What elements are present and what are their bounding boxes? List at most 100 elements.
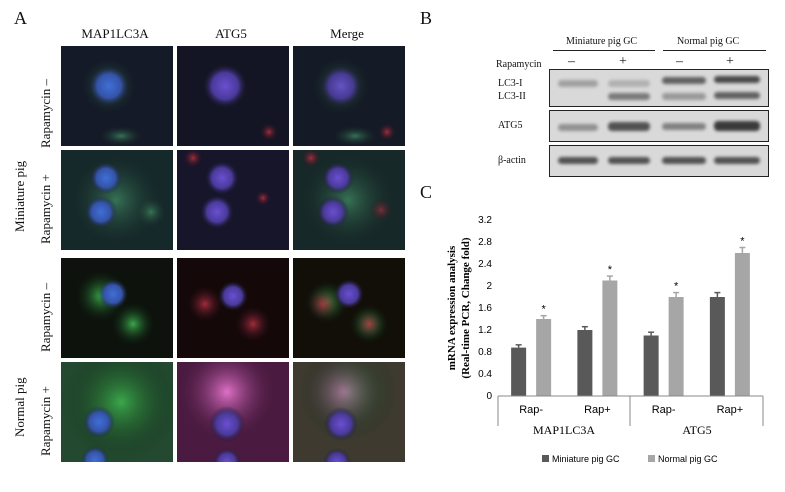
y-ticks: 0 0.4 0.8 1.2 1.6 2 2.4 2.8 3.2: [478, 215, 492, 402]
band-atg5-3: [662, 123, 706, 130]
micrograph-normal-minus-lc3: [61, 258, 173, 358]
band-lc3ii-2: [608, 93, 650, 100]
micrograph-normal-plus-merge: [293, 362, 405, 462]
group-label-map1lc3a: MAP1LC3A: [533, 423, 595, 437]
micrograph-mini-minus-lc3: [61, 46, 173, 146]
y-tick-label: 2.4: [478, 259, 492, 270]
row-label-normal-rap-minus: Rapamycin –: [38, 283, 53, 352]
wb-strip-beta-actin: [549, 145, 769, 177]
micrograph-mini-minus-atg5: [177, 46, 289, 146]
x-tick-label: Rap-: [652, 404, 676, 416]
wb-sign-3: –: [676, 54, 683, 69]
bar: [668, 297, 684, 396]
band-lc3ii-3: [662, 93, 706, 100]
y-tick-label: 0.4: [478, 369, 492, 380]
micrograph-mini-plus-atg5: [177, 150, 289, 250]
x-tick-label: Rap+: [717, 404, 744, 416]
micrograph-normal-minus-merge-image: [305, 279, 389, 344]
panel-a-letter: A: [14, 8, 27, 28]
micrograph-mini-minus-merge: [293, 46, 405, 146]
bar-chart: mRNA expression analysis (Real-time PCR,…: [446, 215, 764, 464]
group-label-atg5: ATG5: [682, 423, 711, 437]
micrograph-normal-plus-lc3-image: [61, 362, 173, 462]
micrograph-normal-plus-atg5: [177, 362, 289, 462]
legend-swatch-normal: [648, 455, 655, 462]
y-axis-label-line2: (Real-time PCR, Change fold): [460, 237, 472, 378]
column-header-map1lc3a: MAP1LC3A: [81, 26, 149, 41]
micrograph-mini-plus-merge-image: [300, 150, 396, 248]
bar: [511, 347, 527, 396]
bar: [602, 280, 618, 396]
column-header-atg5: ATG5: [215, 26, 247, 41]
x-tick-label: Rap-: [519, 404, 543, 416]
y-tick-label: 0: [486, 391, 492, 402]
micrograph-normal-plus-atg5-image: [177, 362, 277, 462]
wb-label-atg5: ATG5: [498, 120, 523, 131]
micrograph-normal-minus-atg5-image: [187, 281, 271, 342]
band-actin-4: [714, 157, 760, 164]
bar: [734, 253, 750, 396]
band-lc3i-1: [558, 80, 598, 87]
micrograph-mini-plus-lc3-image: [68, 152, 167, 248]
micrograph-normal-minus-merge: [293, 258, 405, 358]
significance-marker: *: [740, 236, 745, 248]
micrograph-mini-plus-atg5-image: [183, 150, 271, 229]
row-label-mini-rap-plus: Rapamycin +: [38, 174, 53, 244]
wb-group-line-normal: [663, 50, 766, 51]
micrograph-normal-minus-atg5: [177, 258, 289, 358]
significance-marker: *: [674, 281, 679, 293]
legend: Miniature pig GC Normal pig GC: [542, 454, 718, 464]
bar: [709, 297, 725, 396]
wb-sign-2: +: [619, 54, 627, 69]
wb-group-label-miniature: Miniature pig GC: [566, 36, 638, 47]
band-actin-2: [608, 157, 650, 164]
band-lc3i-3: [662, 77, 706, 84]
y-tick-label: 0.8: [478, 347, 492, 358]
wb-group-label-normal: Normal pig GC: [677, 36, 740, 47]
panel-c-letter: C: [420, 182, 433, 202]
wb-strip-lc3: [549, 69, 769, 107]
wb-label-beta-actin: β-actin: [498, 155, 526, 166]
band-actin-1: [558, 157, 598, 164]
y-tick-label: 1.6: [478, 303, 492, 314]
row-label-normal-rap-plus: Rapamycin +: [38, 386, 53, 456]
legend-label-miniature: Miniature pig GC: [552, 454, 620, 464]
micrograph-mini-plus-merge: [293, 150, 405, 250]
band-lc3i-4: [714, 76, 760, 83]
y-tick-label: 3.2: [478, 215, 492, 226]
y-tick-label: 2: [486, 281, 492, 292]
wb-group-line-miniature: [553, 50, 655, 51]
x-tick-label: Rap+: [584, 404, 611, 416]
micrograph-mini-minus-atg5-image: [203, 64, 278, 141]
wb-strip-atg5: [549, 110, 769, 142]
wb-label-lc3-i: LC3-I: [498, 78, 523, 89]
wb-treatment-label: Rapamycin: [496, 59, 542, 70]
micrograph-mini-minus-merge-image: [313, 58, 396, 146]
y-axis-label-line1: mRNA expression analysis: [446, 245, 458, 370]
wb-label-lc3-ii: LC3-II: [498, 91, 526, 102]
band-lc3ii-4: [714, 92, 760, 99]
bar: [643, 335, 659, 396]
bar: [536, 319, 552, 396]
band-lc3i-2: [608, 80, 650, 87]
group-label-normal-pig: Normal pig: [12, 377, 27, 437]
legend-swatch-miniature: [542, 455, 549, 462]
bars: * * * *: [511, 236, 750, 396]
column-header-merge: Merge: [330, 26, 364, 41]
band-atg5-4: [714, 121, 760, 131]
row-label-mini-rap-minus: Rapamycin –: [38, 79, 53, 148]
band-atg5-2: [608, 122, 650, 131]
micrograph-normal-minus-lc3-image: [75, 270, 155, 346]
wb-sign-4: +: [726, 54, 734, 69]
bar: [577, 330, 593, 396]
wb-sign-1: –: [568, 54, 575, 69]
significance-marker: *: [541, 304, 546, 316]
y-tick-label: 2.8: [478, 237, 492, 248]
group-label-miniature-pig: Miniature pig: [12, 160, 27, 232]
significance-marker: *: [608, 264, 613, 276]
band-actin-3: [662, 157, 706, 164]
micrograph-mini-minus-lc3-image: [81, 58, 143, 146]
x-tick-labels: Rap- Rap+ Rap- Rap+: [519, 404, 743, 416]
legend-label-normal: Normal pig GC: [658, 454, 718, 464]
micrograph-normal-plus-merge-image: [298, 362, 398, 462]
